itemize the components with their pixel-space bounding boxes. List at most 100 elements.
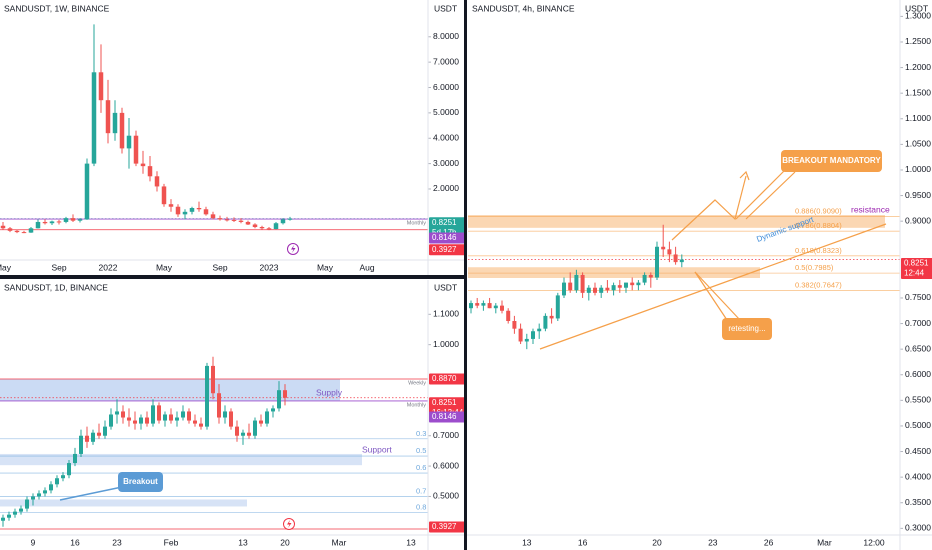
candle-body <box>37 493 41 497</box>
callout-text: retesting... <box>728 324 765 333</box>
candle-body <box>73 453 77 464</box>
price-tag-sub: 12:44 <box>904 269 925 278</box>
candle-body <box>14 230 20 233</box>
fib-label: 0.618(0.8323) <box>795 246 842 255</box>
price-tag-label: 0.8251 <box>432 398 457 407</box>
alert-icon[interactable] <box>287 243 299 255</box>
candle-body <box>568 282 573 291</box>
fib-label: 0.382(0.7647) <box>795 280 842 289</box>
candle-body <box>266 228 272 230</box>
candle-body <box>105 100 111 134</box>
candle-body <box>126 135 132 149</box>
x-tick-label: 23 <box>112 537 122 547</box>
candle-body <box>121 411 125 418</box>
candle-body <box>543 315 548 329</box>
alert-icon[interactable] <box>283 518 295 530</box>
x-tick-label: Mar <box>817 537 832 547</box>
y-tick-label: 1.0000 <box>433 339 459 349</box>
y-tick-label: 0.5000 <box>905 420 931 430</box>
candle-body <box>500 305 504 311</box>
candle-body <box>63 218 69 222</box>
candle-body <box>475 303 480 306</box>
fib-label: 0.786(0.8804) <box>795 221 842 230</box>
fib-label: 0.6 <box>416 463 426 472</box>
candle-body <box>189 208 195 212</box>
x-tick-label: 12:00 <box>863 537 885 547</box>
y-tick-label: 6.0000 <box>433 82 459 92</box>
candle-body <box>199 423 203 427</box>
price-tag-label: 0.8251 <box>432 218 457 227</box>
axis-unit: USDT <box>434 282 457 292</box>
candle-body <box>574 274 579 291</box>
zone-label: resistance <box>851 204 890 214</box>
y-tick-label: 0.3500 <box>905 497 931 507</box>
candle-body <box>537 328 542 332</box>
candle-body <box>469 303 473 309</box>
panel-divider <box>464 0 467 550</box>
zone <box>468 215 885 228</box>
candle-body <box>599 287 604 293</box>
y-tick-label: 1.2000 <box>905 62 931 72</box>
level-name: Monthly <box>407 220 427 226</box>
candle-body <box>277 390 281 409</box>
y-tick-label: 0.4500 <box>905 446 931 456</box>
candle-body <box>203 209 209 215</box>
panel-divider <box>0 275 466 279</box>
y-tick-label: 0.4000 <box>905 471 931 481</box>
x-tick-label: May <box>0 262 12 272</box>
candle-body <box>13 511 17 515</box>
zone-label: Support <box>362 444 392 454</box>
zone <box>0 453 362 466</box>
y-tick-label: 1.0500 <box>905 139 931 149</box>
price-tag <box>901 258 932 280</box>
candle-body <box>241 432 245 436</box>
callout-text: BREAKOUT MANDATORY <box>782 156 881 165</box>
candle-body <box>506 310 511 321</box>
candle-body <box>252 224 258 228</box>
callout-box <box>722 318 772 340</box>
candle-body <box>1 517 5 521</box>
callout-box <box>781 150 882 172</box>
candle-body <box>169 414 173 421</box>
candle-body <box>196 208 202 210</box>
x-tick-label: Sep <box>212 262 227 272</box>
candle-body <box>245 221 251 225</box>
candle-body <box>25 499 29 509</box>
arrow-head <box>739 170 750 181</box>
candle-body <box>187 411 191 421</box>
chart-title: SANDUSDT, 1W, BINANCE <box>4 3 110 13</box>
candle-body <box>265 411 269 424</box>
candle-body <box>35 221 41 229</box>
candle-body <box>679 259 684 263</box>
callout-line <box>694 271 728 321</box>
candle-body <box>61 475 65 479</box>
candle-body <box>593 287 597 293</box>
level-name: Monthly <box>407 402 427 408</box>
candle-body <box>673 254 678 263</box>
axis-unit: USDT <box>905 3 928 13</box>
candle-body <box>562 282 566 296</box>
candle-body <box>55 478 59 485</box>
zone <box>468 267 760 278</box>
marks-layer: MonthlyMaySep2022MaySep2023MayAug2.00003… <box>0 11 932 547</box>
candle-body <box>238 220 244 222</box>
y-tick-label: 1.2500 <box>905 36 931 46</box>
x-tick-label: Mar <box>332 537 347 547</box>
price-tag <box>429 232 465 244</box>
candle-body <box>661 246 666 250</box>
candle-body <box>119 112 125 149</box>
candle-body <box>580 274 585 293</box>
candle-body <box>43 490 47 494</box>
y-tick-label: 0.9000 <box>905 215 931 225</box>
candle-body <box>205 365 209 427</box>
candle-body <box>181 411 185 418</box>
candle-body <box>103 426 107 436</box>
y-tick-label: 0.6500 <box>905 343 931 353</box>
price-tag-label: 0.3927 <box>432 522 457 531</box>
candle-body <box>648 274 653 278</box>
candle-body <box>140 163 146 167</box>
price-tag <box>429 244 465 256</box>
price-tag-sub: 5d 17h <box>432 228 456 237</box>
fib-label: 0.5(0.7985) <box>795 263 834 272</box>
